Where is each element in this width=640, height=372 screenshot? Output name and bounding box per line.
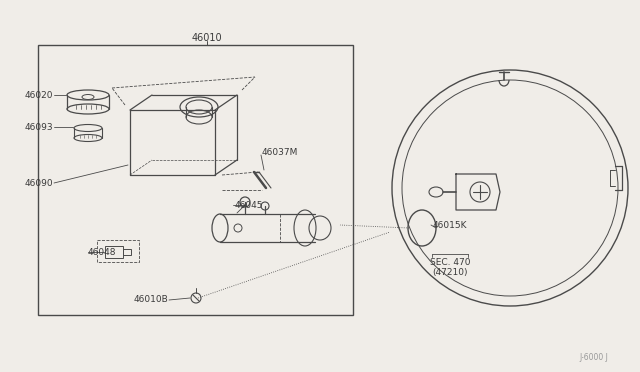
- Text: 46048: 46048: [88, 247, 116, 257]
- Text: 46010: 46010: [192, 33, 222, 43]
- Bar: [38, 45, 353, 315]
- Bar: [105, 246, 123, 258]
- Text: 46045: 46045: [235, 201, 264, 209]
- Text: 46093: 46093: [24, 122, 53, 131]
- Text: 46015K: 46015K: [433, 221, 467, 230]
- Text: J-6000 J: J-6000 J: [579, 353, 608, 362]
- Bar: [97, 240, 139, 262]
- Text: 46090: 46090: [24, 179, 53, 187]
- Text: 46010B: 46010B: [133, 295, 168, 305]
- Text: SEC. 470
(47210): SEC. 470 (47210): [429, 258, 470, 278]
- Text: 46020: 46020: [24, 90, 53, 99]
- Bar: [123, 249, 131, 255]
- Text: 46037M: 46037M: [262, 148, 298, 157]
